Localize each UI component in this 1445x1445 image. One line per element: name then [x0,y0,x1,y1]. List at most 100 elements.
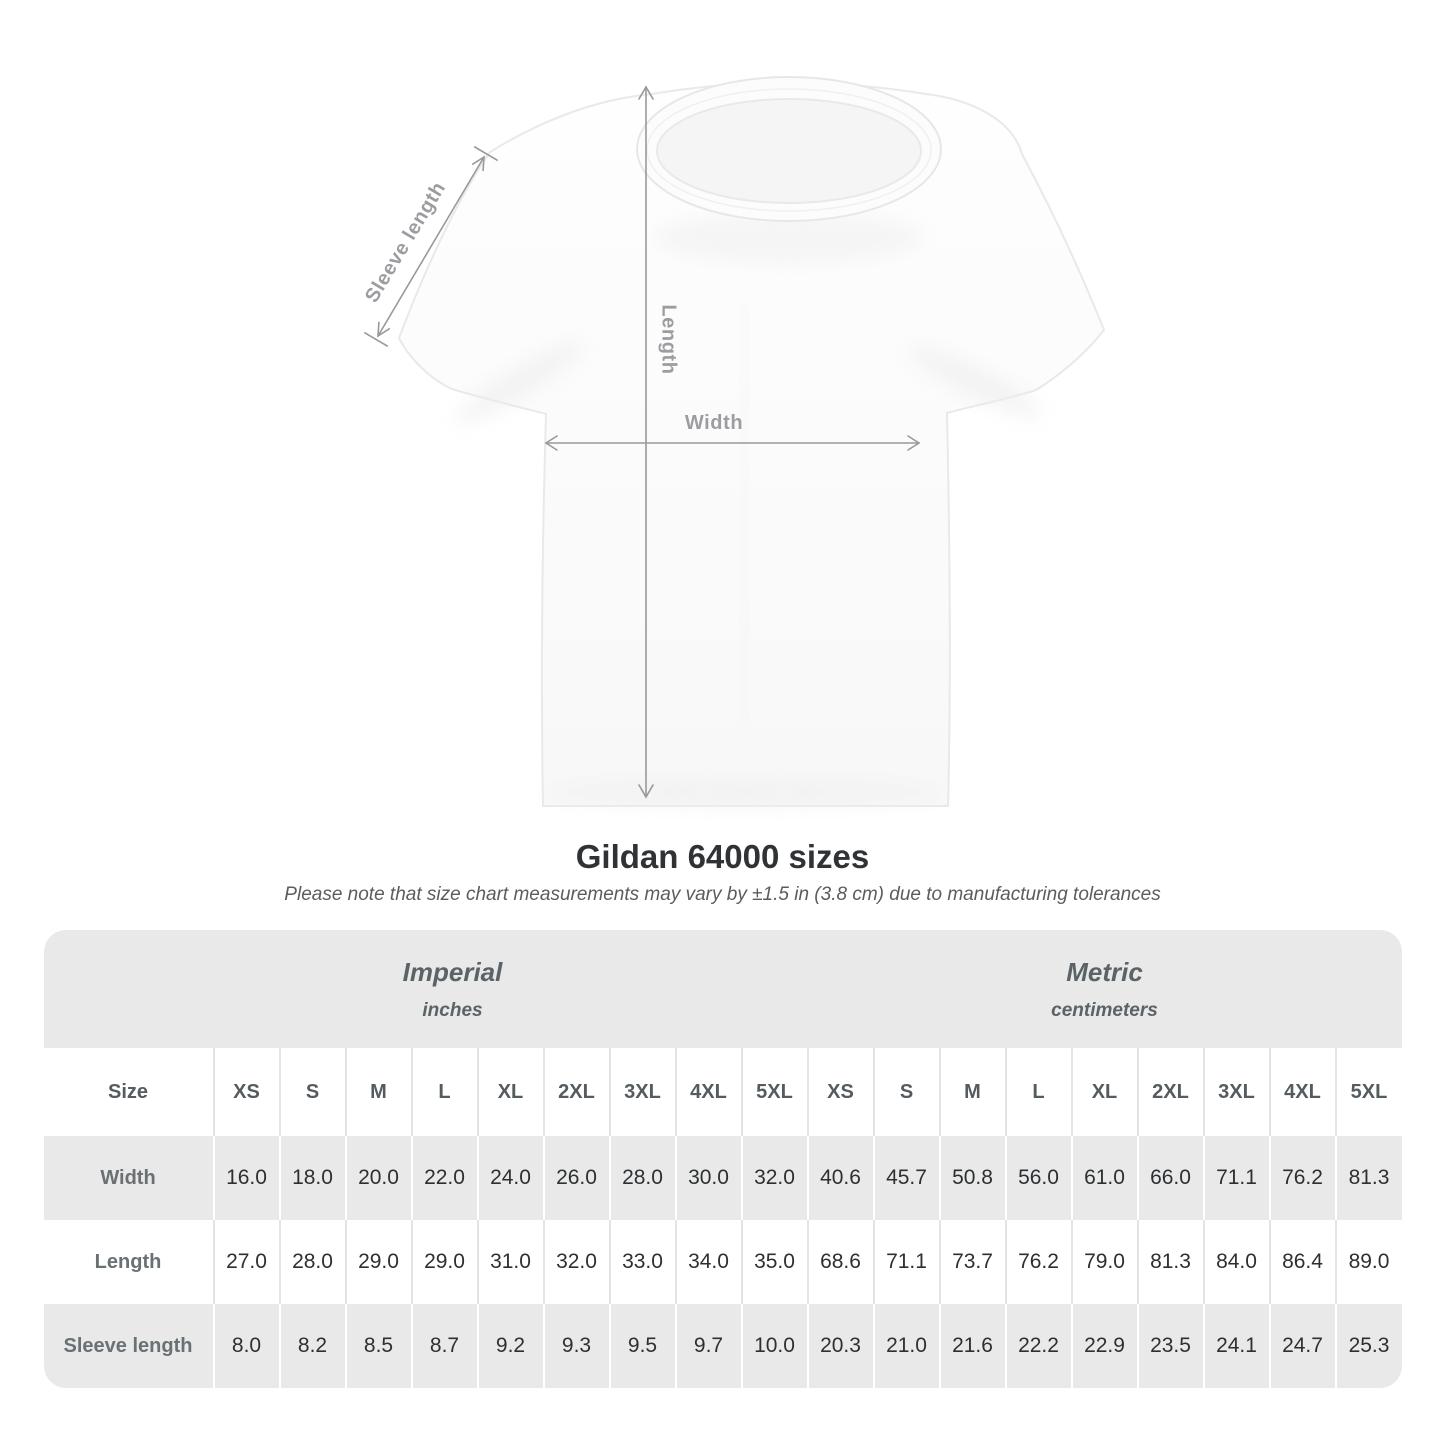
measurement-value: 84.0 [1203,1220,1271,1304]
size-col-header: 4XL [675,1048,743,1136]
measurement-value: 22.0 [411,1136,479,1220]
measurement-value: 26.0 [543,1136,611,1220]
measurement-value: 9.3 [543,1304,611,1388]
measurement-value: 31.0 [477,1220,545,1304]
imperial-header: Imperial inches [43,930,808,1048]
size-column-header: Size [43,1048,215,1136]
size-col-header: XS [807,1048,875,1136]
size-col-header: XS [213,1048,281,1136]
tolerance-note: Please note that size chart measurements… [284,884,1161,905]
size-col-header: M [345,1048,413,1136]
measurement-value: 61.0 [1071,1136,1139,1220]
size-header-row: Size XS S M L XL 2XL 3XL 4XL 5XL XS S M L XL 2XL 3XL 4XL… [43,1048,1402,1136]
size-col-header: 4XL [1269,1048,1337,1136]
measurement-value: 76.2 [1005,1220,1073,1304]
measurement-row-label: Sleeve length [43,1304,215,1388]
size-col-header: L [1005,1048,1073,1136]
size-col-header: 5XL [741,1048,809,1136]
size-col-header: S [873,1048,941,1136]
size-col-header: S [279,1048,347,1136]
tshirt-body [397,76,1106,807]
metric-header: Metric centimeters [807,930,1402,1048]
measurement-value: 30.0 [675,1136,743,1220]
measurement-value: 20.3 [807,1304,875,1388]
measurement-value: 24.7 [1269,1304,1337,1388]
measurement-row: Width 16.0 18.0 20.0 22.0 24.0 26.0 28.0 30.0 32.… [43,1136,1402,1220]
imperial-title: Imperial [402,956,503,987]
size-table: Imperial inches Metric centimeters Size … [43,930,1402,1388]
size-col-header: XL [477,1048,545,1136]
measurement-value: 8.0 [213,1304,281,1388]
measurement-value: 8.5 [345,1304,413,1388]
measurement-value: 9.5 [609,1304,677,1388]
measurement-value: 32.0 [741,1136,809,1220]
measurement-value: 22.2 [1005,1304,1073,1388]
sleeve-length-arrow [363,146,499,347]
measurement-value: 50.8 [939,1136,1007,1220]
measurement-row: Length 27.0 28.0 29.0 29.0 31.0 32.0 33.0 34.0 35… [43,1220,1402,1304]
tshirt-measurement-diagram: Sleeve length Length Width [361,76,1106,807]
measurement-value: 81.3 [1137,1220,1205,1304]
size-col-header: M [939,1048,1007,1136]
measurement-value: 8.2 [279,1304,347,1388]
measurement-row: Sleeve length 8.0 8.2 8.5 8.7 9.2 9.3 9.5 9.7 10.… [43,1304,1402,1388]
measurement-value: 9.2 [477,1304,545,1388]
measurement-value: 21.0 [873,1304,941,1388]
measurement-row-label: Length [43,1220,215,1304]
measurement-value: 29.0 [345,1220,413,1304]
measurement-value: 28.0 [279,1220,347,1304]
measurement-value: 71.1 [1203,1136,1271,1220]
measurement-value: 76.2 [1269,1136,1337,1220]
measurement-value: 32.0 [543,1220,611,1304]
metric-title: Metric [1066,956,1143,987]
measurement-value: 34.0 [675,1220,743,1304]
measurement-value: 18.0 [279,1136,347,1220]
measurement-value: 56.0 [1005,1136,1073,1220]
tshirt-illustration [363,76,1106,807]
measurement-value: 33.0 [609,1220,677,1304]
measurement-value: 24.1 [1203,1304,1271,1388]
measurement-value: 20.0 [345,1136,413,1220]
length-label: Length [657,304,680,375]
unit-header-row: Imperial inches Metric centimeters [43,930,1402,1048]
measurement-value: 66.0 [1137,1136,1205,1220]
size-col-header: XL [1071,1048,1139,1136]
measurement-value: 35.0 [741,1220,809,1304]
measurement-row-label: Width [43,1136,215,1220]
measurement-value: 8.7 [411,1304,479,1388]
metric-unit: centimeters [1051,999,1158,1021]
size-col-header: L [411,1048,479,1136]
measurement-value: 23.5 [1137,1304,1205,1388]
page-title: Gildan 64000 sizes [575,838,870,875]
size-table-body: Width 16.0 18.0 20.0 22.0 24.0 26.0 28.0 30.0 32.… [43,1136,1402,1388]
size-col-header: 5XL [1335,1048,1402,1136]
length-arrow [638,85,654,799]
width-label: Width [684,412,744,434]
measurement-value: 24.0 [477,1136,545,1220]
measurement-value: 27.0 [213,1220,281,1304]
measurement-value: 79.0 [1071,1220,1139,1304]
size-col-header: 2XL [543,1048,611,1136]
size-col-header: 3XL [609,1048,677,1136]
measurement-value: 81.3 [1335,1136,1402,1220]
measurement-value: 16.0 [213,1136,281,1220]
size-col-header: 3XL [1203,1048,1271,1136]
measurement-value: 86.4 [1269,1220,1337,1304]
measurement-value: 25.3 [1335,1304,1402,1388]
measurement-value: 9.7 [675,1304,743,1388]
measurement-value: 21.6 [939,1304,1007,1388]
measurement-value: 29.0 [411,1220,479,1304]
measurement-value: 22.9 [1071,1304,1139,1388]
measurement-value: 68.6 [807,1220,875,1304]
size-table-container: Imperial inches Metric centimeters Size … [43,930,1402,1388]
measurement-value: 89.0 [1335,1220,1402,1304]
measurement-value: 73.7 [939,1220,1007,1304]
width-arrow [544,435,921,451]
measurement-value: 40.6 [807,1136,875,1220]
size-col-header: 2XL [1137,1048,1205,1136]
measurement-value: 71.1 [873,1220,941,1304]
tshirt-collar [636,76,942,222]
measurement-value: 28.0 [609,1136,677,1220]
measurement-value: 10.0 [741,1304,809,1388]
